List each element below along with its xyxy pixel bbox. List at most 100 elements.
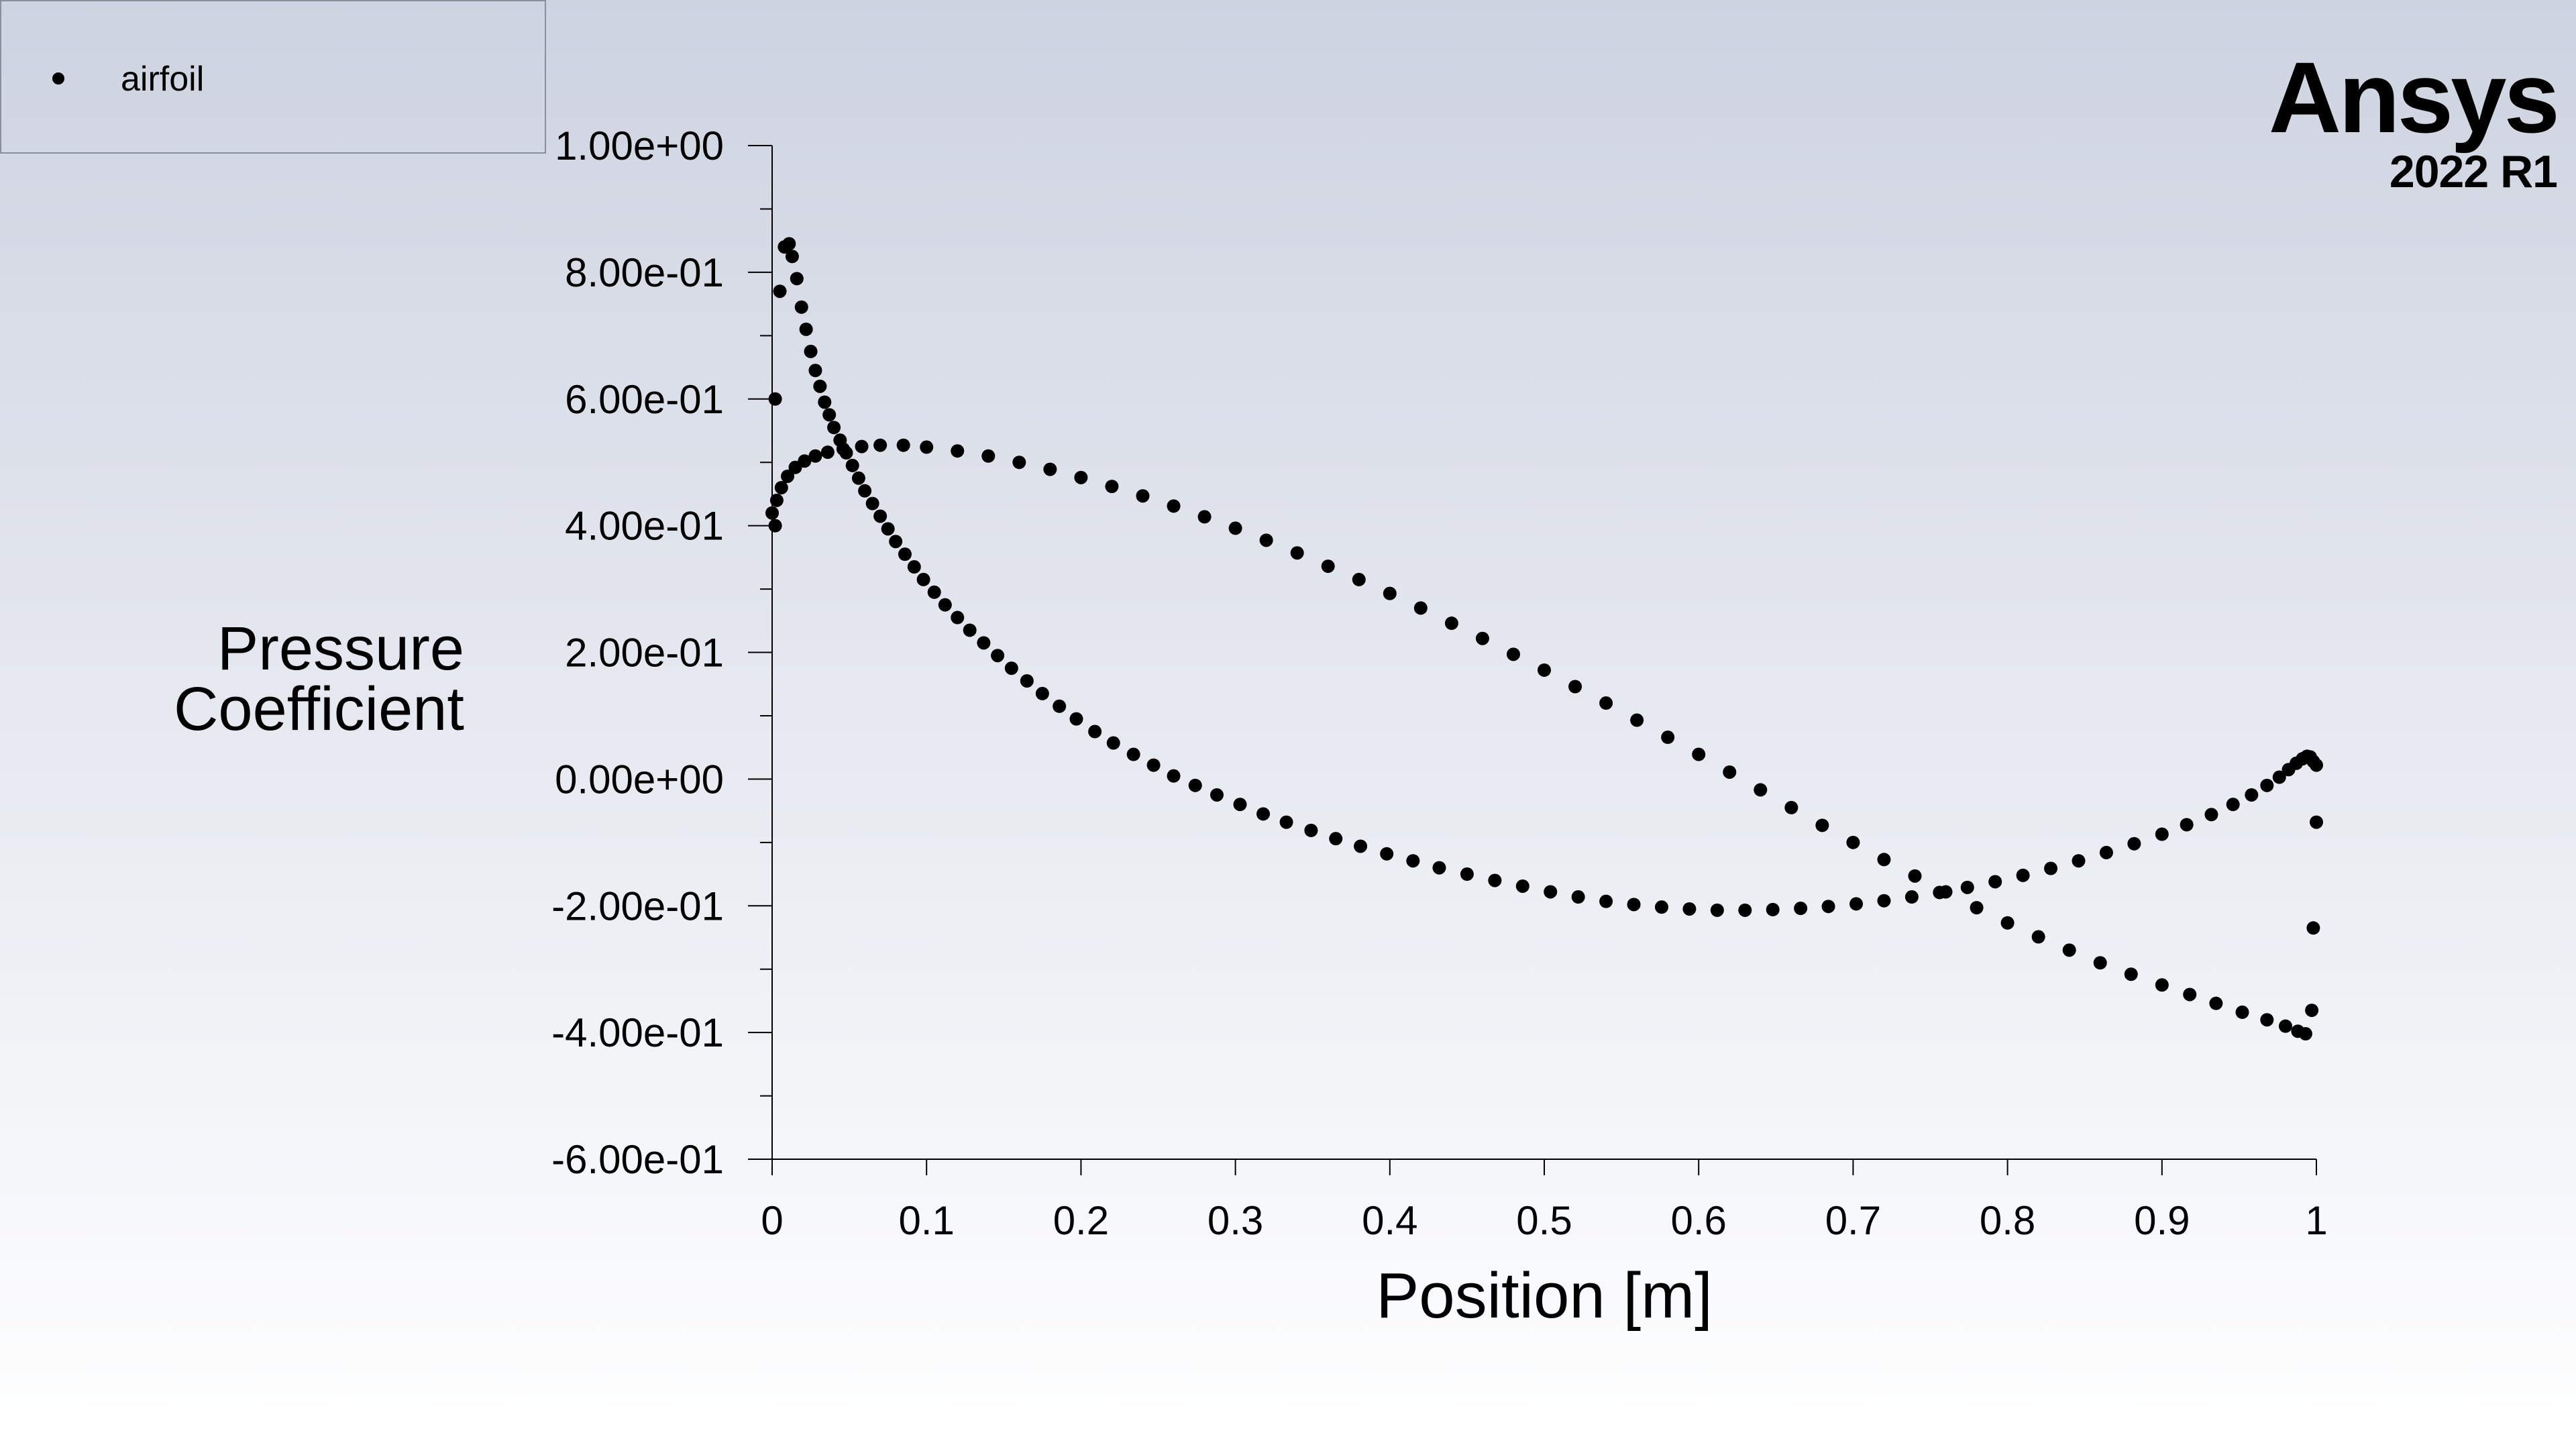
data-point (2310, 815, 2323, 829)
x-tick-label: 0.1 (898, 1198, 954, 1243)
data-point (808, 449, 822, 463)
data-point (818, 395, 832, 409)
tick-labels: 1.00e+00 8.00e-01 6.00e-01 4.00e-01 2.00e-01… (551, 123, 2328, 1243)
data-point (1970, 901, 1984, 915)
data-point (855, 439, 869, 453)
data-point (1256, 807, 1271, 821)
data-point (991, 649, 1005, 663)
brand-logo: Ansys 2022 R1 (2268, 41, 2560, 197)
data-point (1661, 731, 1675, 745)
x-tick-label: 1 (2305, 1198, 2327, 1243)
legend-marker-icon (52, 72, 64, 85)
data-point (1444, 616, 1458, 631)
data-point (1939, 885, 1953, 899)
data-point (2305, 1004, 2319, 1018)
data-point (1846, 835, 1860, 849)
data-point (1012, 455, 1026, 470)
data-point (2099, 845, 2113, 859)
y-tick-label: 4.00e-01 (565, 504, 724, 549)
data-point (1069, 712, 1083, 726)
data-point (1321, 559, 1335, 574)
data-point (1960, 880, 1974, 894)
data-point (768, 519, 782, 533)
data-point (2127, 837, 2141, 851)
data-point (1794, 902, 1808, 916)
data-point (1035, 686, 1049, 700)
data-point (1329, 832, 1343, 846)
y-tick-label: 8.00e-01 (565, 250, 724, 295)
data-point (1383, 586, 1397, 600)
data-point (1354, 839, 1368, 853)
data-point (1538, 663, 1551, 677)
data-point (1506, 647, 1520, 661)
data-point (865, 496, 879, 511)
data-point (813, 379, 827, 393)
data-point (1544, 885, 1558, 899)
data-point (820, 445, 835, 460)
data-point (2031, 930, 2045, 944)
data-point (1020, 674, 1034, 688)
data-point (2204, 808, 2218, 822)
data-point (804, 344, 818, 358)
data-point (1136, 489, 1150, 503)
x-tick-label: 0.6 (1670, 1198, 1726, 1243)
data-point (2155, 827, 2169, 841)
data-point (1146, 758, 1161, 772)
data-point (873, 509, 888, 523)
data-point (781, 469, 795, 483)
data-point (1279, 815, 1293, 829)
brand-version: 2022 R1 (2389, 146, 2558, 197)
legend[interactable]: airfoil (0, 0, 546, 154)
data-point (1692, 747, 1706, 761)
x-tick-label: 0.2 (1053, 1198, 1109, 1243)
data-point (2310, 758, 2323, 772)
data-point (1432, 861, 1446, 875)
data-point (1738, 903, 1752, 917)
data-point (1515, 879, 1529, 893)
data-point (1849, 897, 1864, 911)
data-point (785, 250, 799, 264)
data-point (981, 449, 996, 463)
data-point (1043, 462, 1057, 476)
data-point (1413, 601, 1428, 615)
data-point (2072, 854, 2086, 868)
brand-name: Ansys (2268, 41, 2560, 154)
y-tick-label: 2.00e-01 (565, 631, 724, 676)
y-axis-label: Pressure Coefficient (173, 614, 464, 743)
data-point (1682, 902, 1697, 916)
y-tick-label: -6.00e-01 (551, 1137, 724, 1182)
data-point (851, 471, 865, 485)
data-point (1406, 854, 1420, 868)
data-point (1074, 470, 1088, 484)
data-point (1106, 736, 1120, 750)
data-point (1710, 903, 1724, 917)
data-point (1167, 499, 1181, 513)
data-points (765, 237, 2323, 1041)
data-point (1380, 847, 1394, 861)
data-point (951, 610, 965, 625)
data-point (1475, 631, 1489, 645)
data-point (1488, 873, 1502, 888)
y-tick-label: 1.00e+00 (555, 123, 724, 168)
data-point (2260, 1013, 2274, 1027)
y-tick-label: 0.00e+00 (555, 757, 724, 802)
data-point (927, 585, 941, 599)
data-point (1053, 699, 1067, 713)
data-point (1105, 480, 1119, 494)
data-point (896, 438, 910, 452)
data-point (1627, 898, 1641, 912)
data-point (916, 572, 930, 586)
data-point (1815, 818, 1829, 833)
data-point (2291, 1024, 2305, 1038)
legend-label: airfoil (121, 60, 205, 99)
x-tick-label: 0 (761, 1198, 783, 1243)
data-point (2278, 1019, 2292, 1033)
x-tick-label: 0.8 (1980, 1198, 2035, 1243)
y-tick-label: 6.00e-01 (565, 377, 724, 422)
data-point (1904, 890, 1919, 904)
data-point (1004, 661, 1018, 676)
data-point (1877, 894, 1891, 908)
data-point (782, 237, 796, 251)
data-point (2226, 798, 2240, 812)
